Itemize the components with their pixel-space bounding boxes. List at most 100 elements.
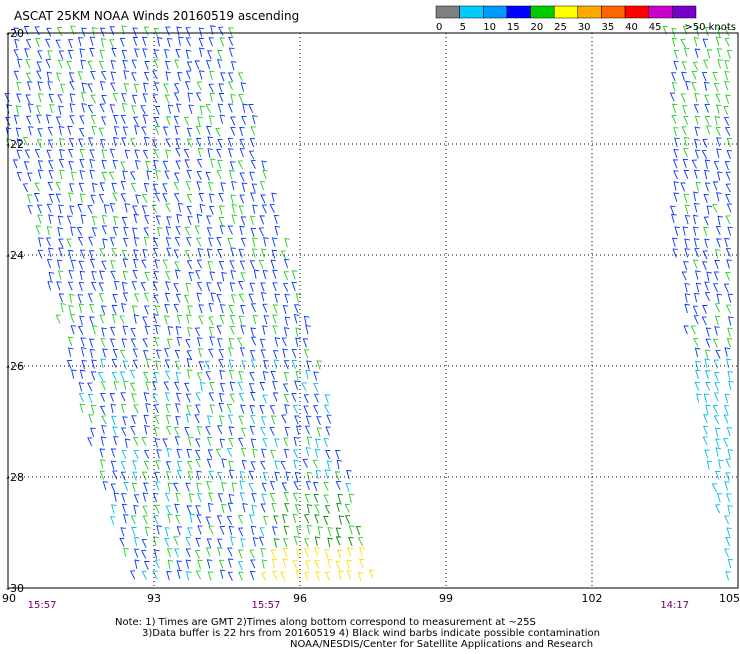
wind-barb (47, 139, 54, 149)
wind-barb (293, 481, 299, 491)
wind-barb (727, 226, 733, 236)
wind-barb (78, 282, 85, 292)
wind-barb (157, 37, 163, 47)
wind-barb (228, 493, 235, 504)
wind-barb (113, 126, 120, 136)
wind-barb (55, 116, 62, 126)
wind-barb (713, 271, 720, 281)
wind-barb (695, 369, 701, 379)
wind-barb (706, 48, 713, 59)
wind-barb (273, 515, 279, 525)
wind-barb (196, 213, 203, 224)
wind-barb (55, 193, 62, 203)
wind-barb (671, 103, 678, 113)
wind-barb (133, 548, 140, 558)
wind-barb (693, 238, 700, 248)
wind-barb (690, 325, 696, 335)
wind-barb (283, 360, 290, 370)
wind-barb (717, 59, 724, 69)
wind-barb (216, 282, 223, 292)
wind-barb (122, 360, 128, 370)
wind-barb (69, 205, 75, 215)
wind-barb (196, 372, 203, 382)
wind-barb (134, 48, 140, 58)
wind-barb (240, 538, 246, 548)
wind-barb (155, 169, 161, 180)
wind-barb (173, 172, 180, 182)
wind-barb (694, 92, 700, 103)
wind-barb (323, 516, 329, 525)
wind-barb (176, 336, 183, 347)
wind-barb (144, 271, 150, 281)
wind-barb (100, 138, 106, 149)
wind-barb (166, 447, 173, 458)
wind-barb (58, 238, 64, 248)
wind-barb (280, 571, 286, 581)
wind-barb (121, 25, 127, 35)
wind-barb (113, 215, 119, 226)
wind-barb (194, 414, 200, 424)
wind-barb (240, 216, 247, 226)
wind-barb (291, 392, 297, 402)
wind-barb (262, 371, 269, 381)
wind-barb (296, 549, 302, 559)
wind-barb (303, 349, 310, 359)
legend-swatch (648, 5, 673, 19)
wind-barb (142, 515, 148, 525)
wind-barb (143, 460, 150, 470)
legend-swatch (459, 5, 484, 19)
wind-barb (47, 81, 53, 91)
wind-barb (166, 247, 172, 257)
wind-barb (208, 316, 214, 326)
wind-barb (728, 380, 734, 391)
wind-barb (314, 514, 320, 524)
wind-barb (312, 382, 319, 392)
wind-barb (119, 371, 126, 381)
wind-barb (178, 36, 184, 46)
wind-barb (46, 149, 52, 159)
wind-barb (121, 503, 128, 514)
wind-barb (684, 214, 691, 225)
wind-barb (13, 114, 20, 125)
wind-barb (197, 147, 204, 158)
wind-barb (313, 482, 319, 492)
wind-barb (111, 304, 117, 314)
wind-barb (37, 169, 44, 179)
wind-barb (68, 148, 74, 158)
wind-barb (129, 425, 136, 435)
wind-barb (259, 405, 265, 415)
wind-barb (227, 103, 234, 113)
wind-barb (205, 104, 211, 114)
wind-barb (109, 237, 116, 247)
wind-barb (285, 471, 291, 481)
wind-barb (250, 392, 256, 401)
wind-barb (167, 513, 173, 523)
wind-barb (241, 459, 248, 470)
wind-barb (226, 447, 233, 457)
wind-barb (198, 27, 205, 37)
wind-barb (91, 216, 98, 226)
wind-barb (713, 82, 719, 92)
wind-barb (195, 237, 202, 247)
wind-barb (704, 159, 711, 169)
wind-barb (296, 525, 302, 536)
wind-barb (704, 449, 710, 459)
wind-barb (142, 93, 148, 103)
wind-barb (284, 316, 291, 326)
note-line-3: NOAA/NESDIS/Center for Satellite Applica… (290, 639, 593, 650)
wind-barb (304, 493, 310, 503)
wind-barb (103, 204, 110, 214)
wind-barb (156, 525, 162, 535)
wind-barb (219, 225, 226, 235)
wind-barb (218, 93, 224, 102)
wind-barb (195, 550, 201, 559)
wind-barb (142, 48, 148, 58)
wind-barb (110, 326, 116, 336)
wind-barb (327, 558, 333, 569)
wind-barb (724, 548, 730, 558)
wind-barb (229, 161, 236, 171)
wind-barb (681, 271, 687, 281)
legend-swatch (577, 5, 602, 19)
wind-barb (219, 438, 226, 448)
wind-barb (101, 415, 107, 425)
